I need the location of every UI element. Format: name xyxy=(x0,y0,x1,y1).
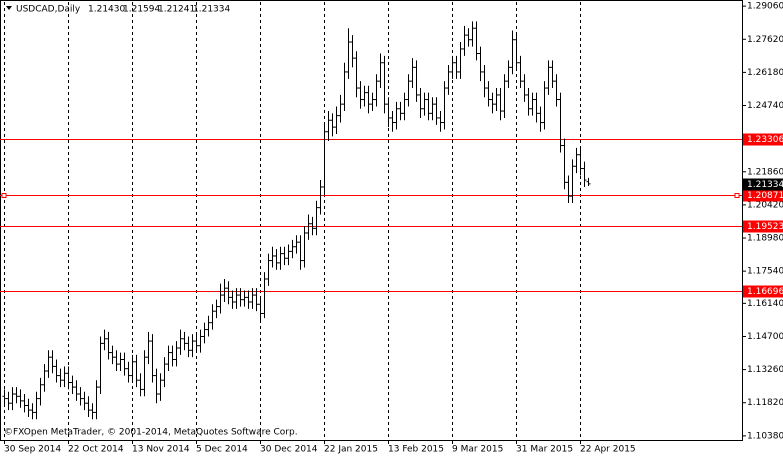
x-tick-label: 30 Sep 2014 xyxy=(4,445,61,455)
ohlc-low: 1.21241 xyxy=(158,5,195,15)
selection-handle xyxy=(1,193,7,198)
x-tick-label: 22 Oct 2014 xyxy=(68,445,124,455)
y-tick-label: 1.26180 xyxy=(747,68,783,78)
chart-title: USDCAD,Daily xyxy=(16,5,81,15)
x-tick-label: 31 Mar 2015 xyxy=(516,445,573,455)
y-tick-label: 1.20420 xyxy=(747,200,783,210)
y-tick-label: 1.14700 xyxy=(747,332,783,342)
y-tick-label: 1.11820 xyxy=(747,398,783,408)
y-tick-label: 1.29060 xyxy=(747,2,783,12)
y-tick-label: 1.27620 xyxy=(747,35,783,45)
price-label: 1.16696 xyxy=(747,287,783,297)
current-price-bg xyxy=(743,178,783,191)
plot-frame xyxy=(0,0,743,441)
price-label-bg xyxy=(743,189,783,202)
selection-handle xyxy=(734,193,740,198)
x-tick-label: 13 Feb 2015 xyxy=(388,445,444,455)
menu-icon[interactable] xyxy=(6,6,12,10)
y-tick-label: 1.21860 xyxy=(747,167,783,177)
y-tick-label: 1.16140 xyxy=(747,299,783,309)
ohlc-close: 1.21334 xyxy=(193,5,230,15)
current-price-label: 1.21334 xyxy=(747,180,783,190)
copyright: ©FXOpen MetaTrader, © 2001-2014, MetaQuo… xyxy=(4,428,298,438)
ohlc-high: 1.21594 xyxy=(123,5,160,15)
price-label-bg xyxy=(743,220,783,233)
price-label-bg xyxy=(743,133,783,146)
x-tick-label: 22 Jan 2015 xyxy=(324,445,378,455)
x-tick-label: 5 Dec 2014 xyxy=(196,445,248,455)
y-tick-label: 1.13260 xyxy=(747,365,783,375)
x-tick-label: 22 Apr 2015 xyxy=(580,445,636,455)
y-tick-label: 1.24740 xyxy=(747,101,783,111)
price-label: 1.20871 xyxy=(747,191,783,201)
x-tick-label: 30 Dec 2014 xyxy=(260,445,318,455)
price-label-bg xyxy=(743,285,783,298)
price-label: 1.19523 xyxy=(747,222,783,232)
price-label: 1.23306 xyxy=(747,135,783,145)
x-tick-label: 9 Mar 2015 xyxy=(452,445,503,455)
y-tick-label: 1.10380 xyxy=(747,431,783,441)
y-tick-label: 1.18980 xyxy=(747,234,783,244)
x-tick-label: 13 Nov 2014 xyxy=(132,445,190,455)
ohlc-open: 1.21430 xyxy=(88,5,125,15)
y-tick-label: 1.17540 xyxy=(747,267,783,277)
